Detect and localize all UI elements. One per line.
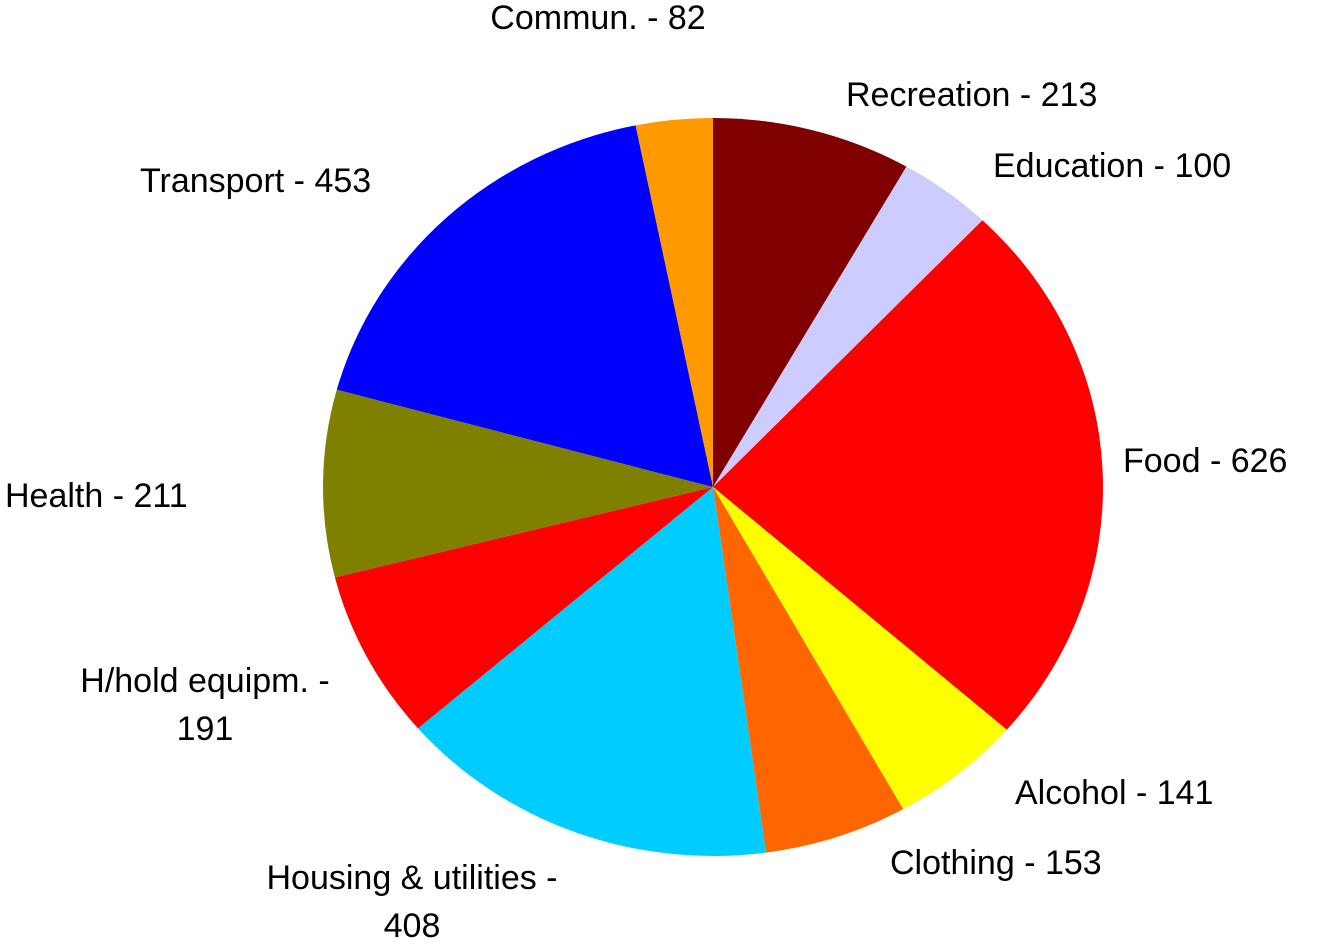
pie-slice bbox=[336, 125, 713, 487]
label-line: 191 bbox=[177, 710, 234, 748]
slice-label: Commun. - 82 bbox=[490, 0, 705, 37]
pie-slice bbox=[713, 118, 907, 487]
slice-label: Education - 100 bbox=[993, 147, 1231, 185]
label-line: 408 bbox=[384, 907, 441, 945]
pie-slice bbox=[417, 487, 767, 856]
slice-label: Transport - 453 bbox=[140, 162, 371, 200]
pie-slice bbox=[713, 487, 1007, 810]
slice-label: Recreation - 213 bbox=[846, 76, 1097, 114]
slice-label: Alcohol - 141 bbox=[1015, 774, 1213, 812]
slice-label: Food - 626 bbox=[1123, 442, 1287, 480]
pie-slice bbox=[323, 389, 713, 578]
pie-slice bbox=[713, 487, 904, 853]
pie-slice bbox=[334, 487, 713, 729]
pie-slice bbox=[635, 118, 713, 487]
slice-label: Clothing - 153 bbox=[890, 844, 1102, 882]
slice-label: Health - 211 bbox=[5, 477, 188, 515]
pie-slice bbox=[713, 220, 1103, 730]
label-line: Housing & utilities - bbox=[266, 859, 557, 897]
label-line: H/hold equipm. - bbox=[80, 662, 329, 700]
slice-label: H/hold equipm. - 191 bbox=[80, 662, 329, 748]
pie-slice bbox=[713, 166, 983, 487]
slice-label: Housing & utilities - 408 bbox=[266, 859, 557, 945]
